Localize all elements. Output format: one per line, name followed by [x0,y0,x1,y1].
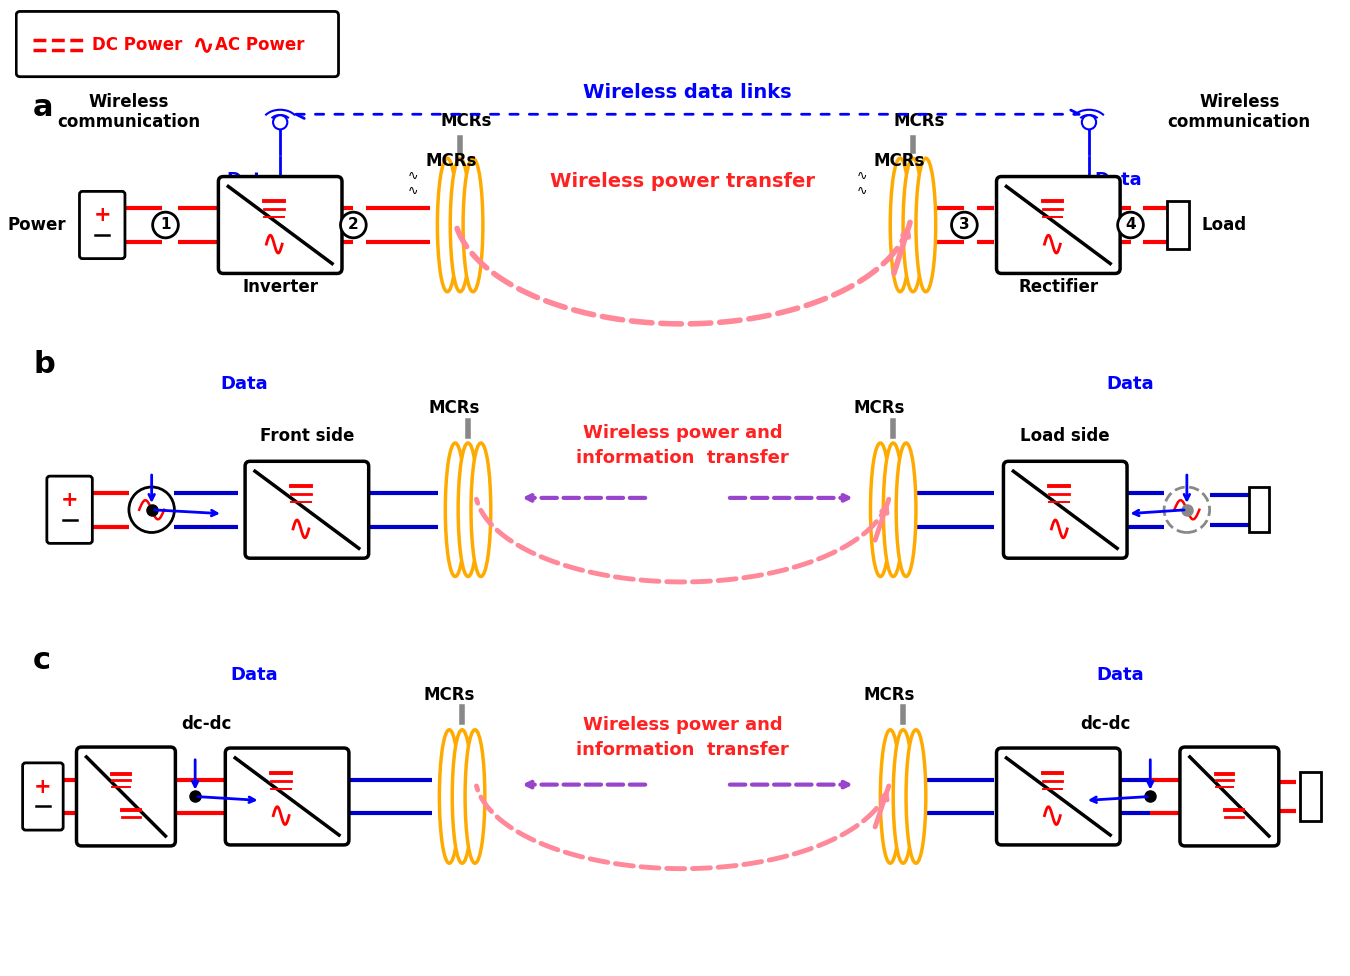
Ellipse shape [906,730,926,863]
Text: 1: 1 [161,218,170,232]
FancyBboxPatch shape [1180,747,1278,846]
Text: 2: 2 [348,218,359,232]
Text: ∿: ∿ [192,31,215,59]
Ellipse shape [446,443,466,577]
Text: 4: 4 [1125,218,1135,232]
FancyBboxPatch shape [47,476,92,544]
Text: Wireless
communication: Wireless communication [1168,93,1311,132]
FancyBboxPatch shape [996,177,1120,273]
Ellipse shape [437,158,458,292]
FancyBboxPatch shape [246,462,369,558]
Text: c: c [32,646,51,675]
Text: AC Power: AC Power [215,36,305,54]
Circle shape [128,487,174,533]
Text: ∿
∿: ∿ ∿ [856,171,867,198]
Bar [1300,772,1322,821]
Text: +: + [34,777,51,796]
Text: Wireless power transfer: Wireless power transfer [549,172,815,191]
Text: MCRs: MCRs [894,112,945,130]
FancyBboxPatch shape [77,747,176,846]
Ellipse shape [880,730,900,863]
Ellipse shape [883,443,903,577]
Text: MCRs: MCRs [425,151,477,170]
Ellipse shape [915,158,936,292]
Circle shape [153,212,178,238]
Text: MCRs: MCRs [853,399,905,417]
Text: dc-dc: dc-dc [1080,715,1131,733]
Ellipse shape [871,443,890,577]
Text: Data: Data [221,375,269,393]
Circle shape [1164,487,1210,533]
Ellipse shape [896,443,915,577]
Ellipse shape [439,730,459,863]
Bar [1249,487,1269,533]
Text: ∿
∿: ∿ ∿ [408,171,418,198]
Text: MCRs: MCRs [873,151,925,170]
Text: MCRs: MCRs [440,112,491,130]
Ellipse shape [894,730,913,863]
Text: MCRs: MCRs [864,685,915,704]
Text: Wireless data links: Wireless data links [583,83,792,102]
Ellipse shape [466,730,485,863]
FancyBboxPatch shape [219,177,342,273]
Text: Data: Data [231,666,278,684]
Text: Load: Load [1202,216,1247,234]
Text: MCRs: MCRs [428,399,479,417]
FancyBboxPatch shape [23,763,63,831]
Text: Data: Data [1095,172,1142,189]
Text: Inverter: Inverter [242,278,319,297]
Text: Wireless
communication: Wireless communication [57,93,201,132]
Text: Wireless power and
information  transfer: Wireless power and information transfer [576,424,788,467]
Circle shape [340,212,366,238]
Text: Load side: Load side [1021,427,1110,444]
Ellipse shape [471,443,491,577]
Ellipse shape [451,158,470,292]
FancyBboxPatch shape [80,191,126,259]
FancyBboxPatch shape [996,748,1120,845]
Text: Data: Data [1107,375,1154,393]
Text: a: a [32,93,54,121]
Circle shape [1118,212,1143,238]
Text: +: + [61,490,78,509]
Ellipse shape [452,730,472,863]
Bar [1168,201,1189,249]
FancyBboxPatch shape [1003,462,1127,558]
Text: Data: Data [227,172,274,189]
Ellipse shape [458,443,478,577]
Text: DC Power: DC Power [92,36,182,54]
Ellipse shape [903,158,923,292]
Text: +: + [93,205,111,225]
Circle shape [273,115,288,130]
FancyBboxPatch shape [16,12,339,77]
Text: Wireless power and
information  transfer: Wireless power and information transfer [576,715,788,758]
Circle shape [952,212,977,238]
Text: b: b [32,349,55,379]
Text: dc-dc: dc-dc [181,715,231,733]
Ellipse shape [890,158,910,292]
FancyBboxPatch shape [225,748,348,845]
Circle shape [1081,115,1096,130]
Text: 3: 3 [958,218,969,232]
Text: MCRs: MCRs [424,685,475,704]
Text: Power: Power [8,216,66,234]
Text: Rectifier: Rectifier [1018,278,1099,297]
Text: Data: Data [1096,666,1145,684]
Ellipse shape [463,158,483,292]
Text: Front side: Front side [259,427,354,444]
